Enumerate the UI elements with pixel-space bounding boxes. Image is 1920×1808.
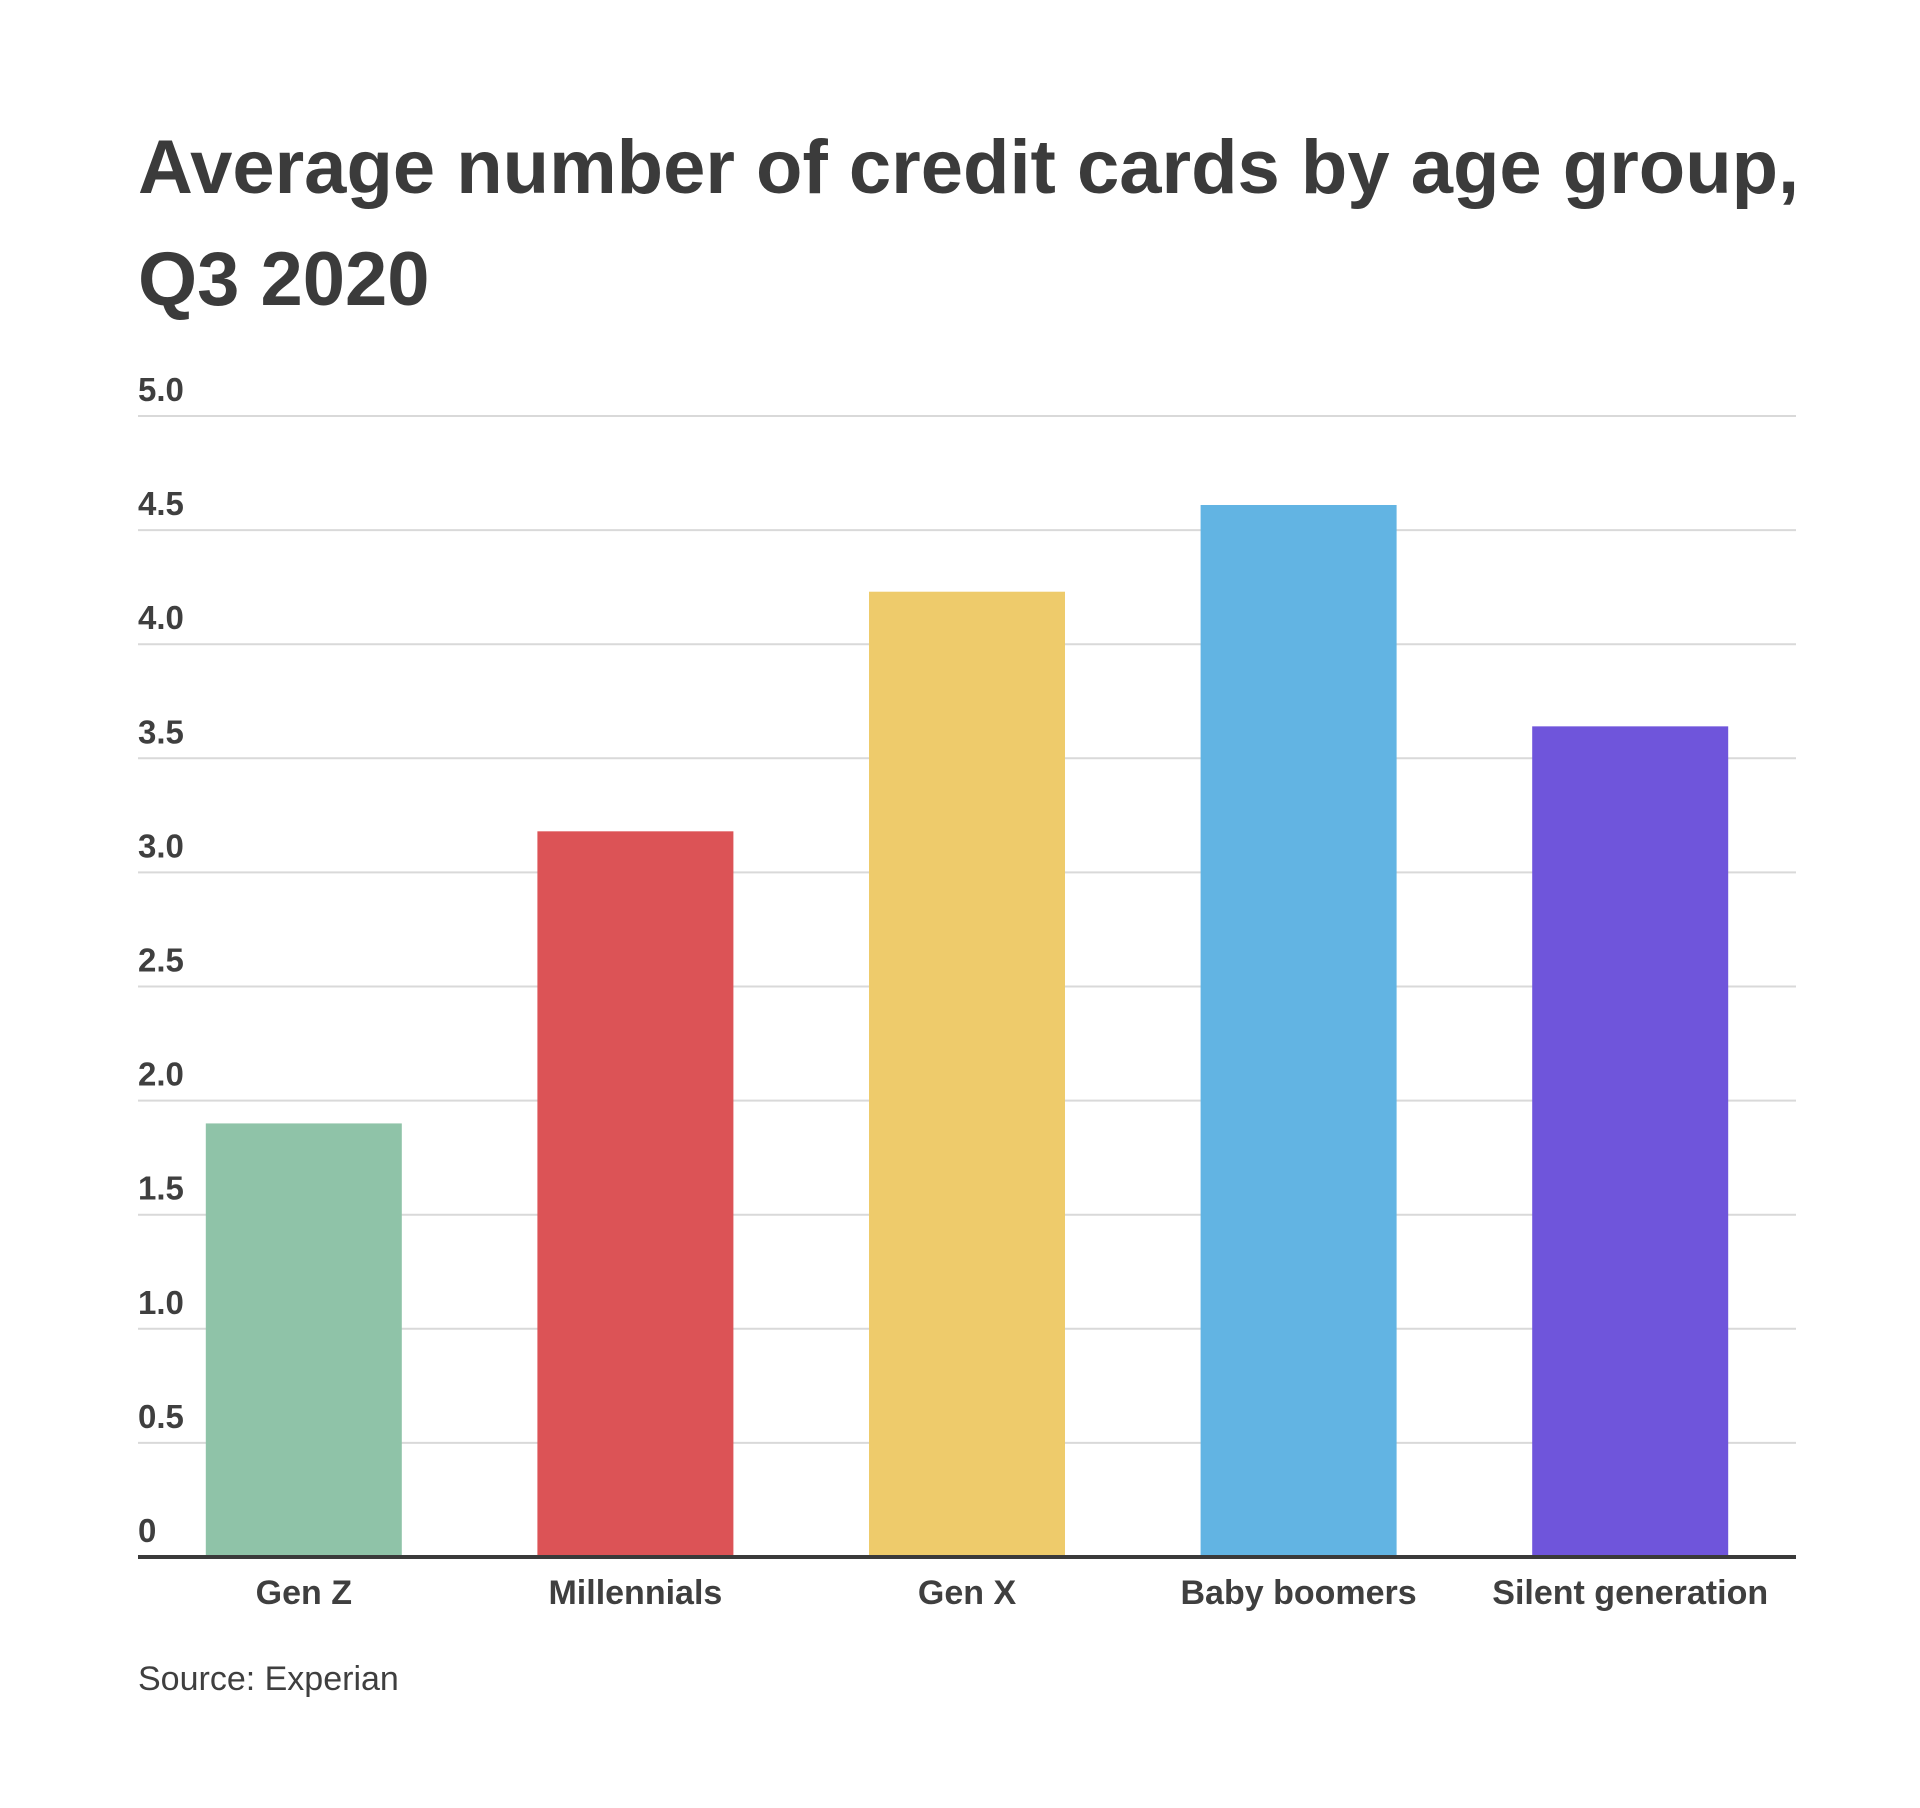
y-tick-label: 0.5 <box>138 1398 184 1435</box>
bar-gen-z <box>205 1123 402 1557</box>
y-tick-label: 4.0 <box>138 599 184 636</box>
bar-gen-x <box>869 591 1065 1557</box>
x-category-label: Silent generation <box>1492 1574 1768 1612</box>
x-axis-category-labels: Gen Z Millennials Gen X Baby boomers Silent … <box>256 1574 1768 1612</box>
y-tick-label: 5.0 <box>138 371 184 408</box>
x-category-label: Gen Z <box>256 1574 352 1612</box>
bar-silent-generation <box>1532 726 1729 1557</box>
y-tick-label: 1.5 <box>138 1170 184 1207</box>
y-tick-label: 2.0 <box>138 1056 184 1093</box>
x-category-label: Baby boomers <box>1181 1574 1417 1612</box>
bars <box>205 504 1729 1557</box>
bar-baby-boomers <box>1200 504 1397 1557</box>
chart-title: Average number of credit cards by age gr… <box>138 125 1800 322</box>
x-category-label: Gen X <box>918 1574 1017 1612</box>
y-tick-label: 3.0 <box>138 827 184 864</box>
x-category-label: Millennials <box>548 1574 722 1612</box>
source-note: Source: Experian <box>138 1660 399 1698</box>
y-tick-label: 0 <box>138 1512 156 1549</box>
bar-millennials <box>537 831 734 1557</box>
y-axis-tick-labels: 0 0.5 1.0 1.5 2.0 2.5 3.0 3.5 4.0 4.5 5.0 <box>138 371 184 1549</box>
y-tick-label: 3.5 <box>138 713 184 750</box>
y-tick-label: 4.5 <box>138 485 184 522</box>
y-tick-label: 2.5 <box>138 942 184 979</box>
y-tick-label: 1.0 <box>138 1284 184 1321</box>
